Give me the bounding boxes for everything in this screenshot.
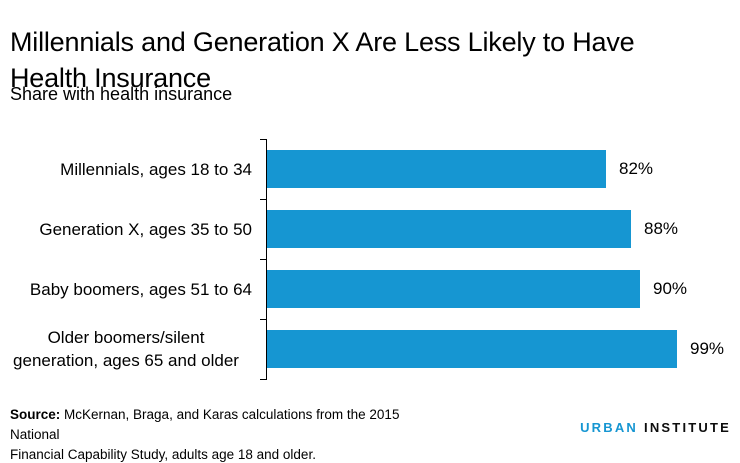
axis-tick bbox=[260, 379, 267, 380]
value-label: 99% bbox=[690, 339, 725, 358]
category-label: Older boomers/silent generation, ages 65… bbox=[13, 328, 239, 370]
bar bbox=[267, 210, 631, 248]
axis-tick bbox=[260, 259, 267, 260]
chart-title: Millennials and Generation X Are Less Li… bbox=[10, 27, 635, 94]
urban-institute-logo: URBAN INSTITUTE bbox=[580, 420, 731, 435]
source-note: Source: McKernan, Braga, and Karas calcu… bbox=[10, 405, 440, 463]
axis-tick bbox=[260, 319, 267, 320]
value-label: 82% bbox=[619, 159, 654, 178]
source-text: McKernan, Braga, and Karas calculations … bbox=[10, 407, 400, 462]
bar bbox=[267, 270, 640, 308]
axis-tick bbox=[260, 199, 267, 200]
source-label: Source: bbox=[10, 407, 65, 422]
category-label: Baby boomers, ages 51 to 64 bbox=[29, 279, 252, 299]
category-label: Millennials, ages 18 to 34 bbox=[60, 159, 252, 179]
bar-chart: Millennials, ages 18 to 34 82% Generation … bbox=[0, 139, 740, 380]
chart-subtitle: Share with health insurance bbox=[10, 84, 233, 104]
logo-word-institute: INSTITUTE bbox=[644, 420, 731, 435]
value-label: 90% bbox=[653, 279, 688, 298]
axis-tick bbox=[260, 139, 267, 140]
category-label: Generation X, ages 35 to 50 bbox=[39, 219, 252, 239]
bar bbox=[267, 150, 606, 188]
bar bbox=[267, 330, 677, 368]
logo-word-urban: URBAN bbox=[580, 420, 639, 435]
value-label: 88% bbox=[644, 219, 679, 238]
